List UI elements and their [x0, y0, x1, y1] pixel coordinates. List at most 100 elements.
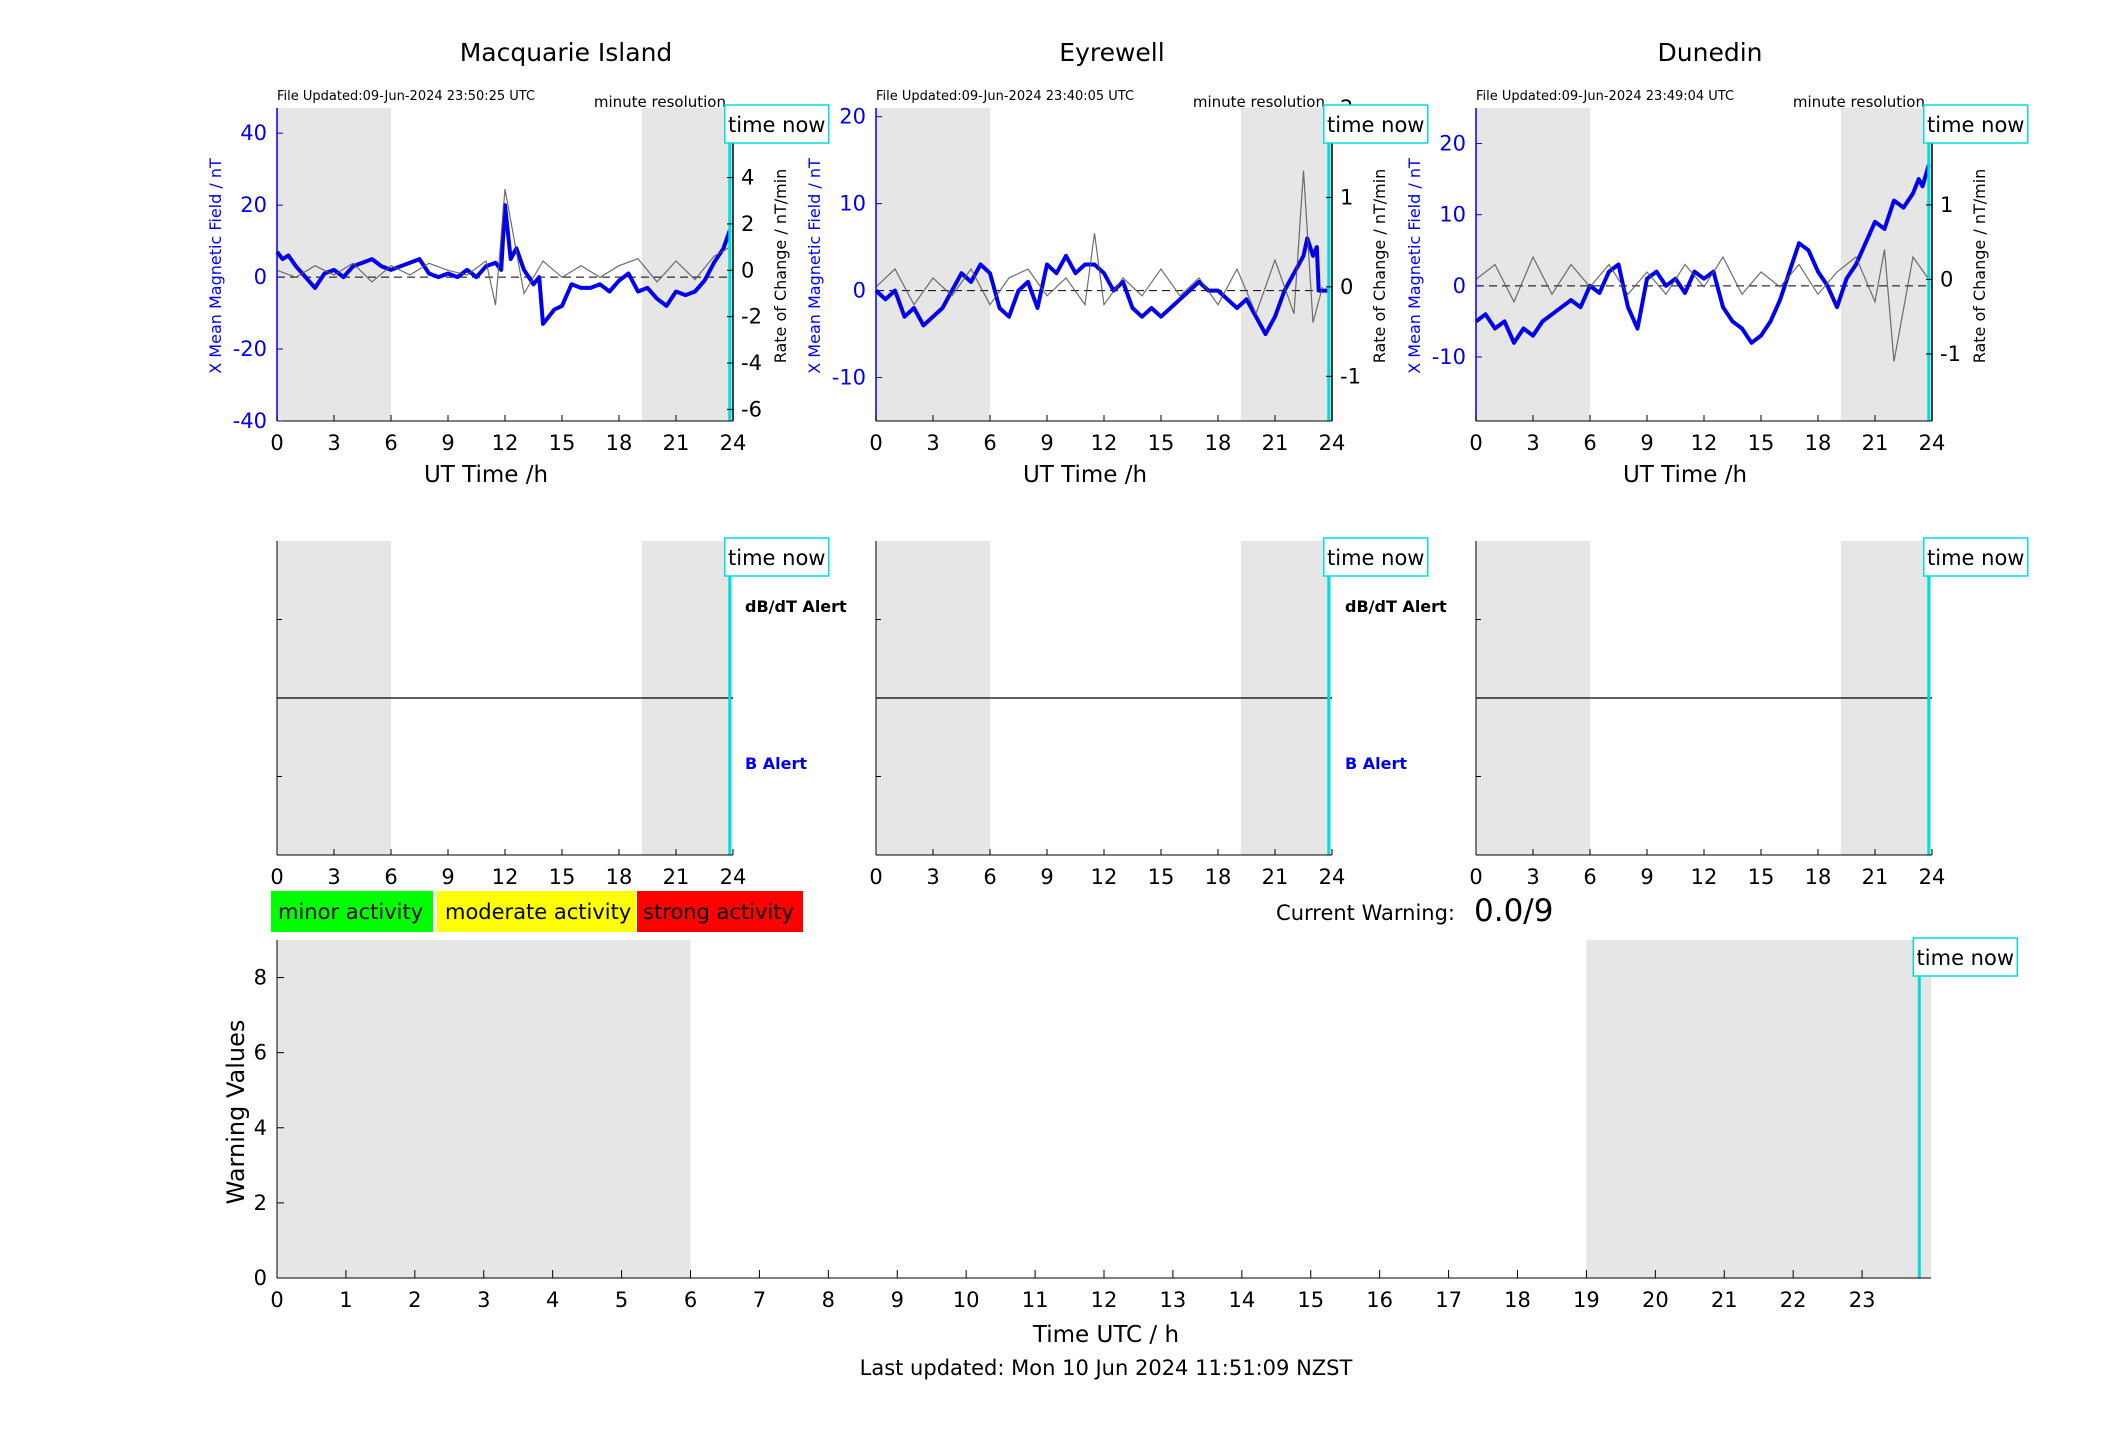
- warning-ytick-label-0: 0: [254, 1266, 267, 1290]
- alert-xtick-label-macquarie-9: 9: [441, 865, 454, 889]
- night-band-macquarie-1: [641, 108, 733, 421]
- time-now-label-macquarie: time now: [728, 113, 825, 137]
- current-warning-label: Current Warning:: [1276, 901, 1455, 925]
- time-now-tag-alert-eyrewell: [1323, 537, 1429, 577]
- left-ytick-label-dunedin-20: 20: [1439, 132, 1466, 156]
- warning-xtick-label-11: 11: [1022, 1288, 1049, 1312]
- warning-xtick-label-15: 15: [1297, 1288, 1324, 1312]
- b-alert-label-eyrewell: B Alert: [1345, 754, 1407, 773]
- warning-xtick-label-21: 21: [1711, 1288, 1738, 1312]
- left-ylabel-dunedin: X Mean Magnetic Field / nT: [1405, 158, 1424, 374]
- current-warning-value: 0.0/9: [1474, 893, 1553, 929]
- warning-xtick-label-5: 5: [615, 1288, 628, 1312]
- text-layer: Macquarie Island Eyrewell Dunedin File U…: [206, 38, 1989, 1380]
- time-now-tag-dunedin: [1923, 104, 2029, 144]
- warning-xtick-label-8: 8: [822, 1288, 835, 1312]
- dbdt-alert-label-eyrewell: dB/dT Alert: [1345, 597, 1447, 616]
- left-ytick-label-macquarie--20: -20: [233, 337, 267, 361]
- xtick-label-dunedin-12: 12: [1691, 431, 1718, 455]
- left-ytick-label-eyrewell-0: 0: [853, 279, 866, 303]
- field-series-macquarie: [275, 203, 732, 326]
- xtick-label-macquarie-21: 21: [663, 431, 690, 455]
- xtick-label-eyrewell-12: 12: [1091, 431, 1118, 455]
- alert-xtick-label-dunedin-21: 21: [1862, 865, 1889, 889]
- alert-xtick-label-eyrewell-15: 15: [1148, 865, 1175, 889]
- left-ytick-label-eyrewell--10: -10: [832, 366, 866, 390]
- rate-series-macquarie: [276, 188, 731, 306]
- right-ytick-label-dunedin-0: 0: [1940, 267, 1953, 291]
- right-ytick-label-macquarie-2: 2: [741, 212, 754, 236]
- right-ytick-label-dunedin-1: 1: [1940, 193, 1953, 217]
- time-now-tag-warning: [1912, 937, 2019, 977]
- night-band-eyrewell-0: [876, 108, 990, 421]
- time-now-label-dunedin: time now: [1927, 113, 2024, 137]
- file-updated-dunedin: File Updated:09-Jun-2024 23:49:04 UTC: [1476, 89, 1734, 104]
- time-now-tag-alert-macquarie: [724, 537, 830, 577]
- left-ytick-label-macquarie-20: 20: [240, 193, 267, 217]
- warning-xtick-label-1: 1: [339, 1288, 352, 1312]
- warning-xtick-label-9: 9: [891, 1288, 904, 1312]
- station-title-eyrewell: Eyrewell: [1059, 38, 1164, 67]
- xtick-label-eyrewell-21: 21: [1262, 431, 1289, 455]
- xtick-label-dunedin-18: 18: [1805, 431, 1832, 455]
- warning-xtick-label-4: 4: [546, 1288, 559, 1312]
- xtick-label-dunedin-21: 21: [1862, 431, 1889, 455]
- alert-xtick-label-macquarie-3: 3: [327, 865, 340, 889]
- warning-night-band-1: [1586, 940, 1931, 1278]
- left-ytick-label-macquarie-0: 0: [254, 265, 267, 289]
- resolution-label-dunedin: minute resolution: [1793, 93, 1925, 111]
- alert-xtick-label-dunedin-0: 0: [1469, 865, 1482, 889]
- file-updated-eyrewell: File Updated:09-Jun-2024 23:40:05 UTC: [876, 89, 1134, 104]
- warning-xtick-label-14: 14: [1228, 1288, 1255, 1312]
- night-shading-layer: [277, 108, 1932, 1278]
- warning-ytick-label-6: 6: [254, 1041, 267, 1065]
- axes-layer: -40-2002040-6-4-202460369121518212403691…: [233, 96, 1961, 1312]
- right-ytick-label-macquarie-0: 0: [741, 258, 754, 282]
- warning-xlabel: Time UTC / h: [1032, 1322, 1179, 1348]
- left-ytick-label-dunedin-10: 10: [1439, 203, 1466, 227]
- station-title-macquarie: Macquarie Island: [460, 38, 673, 67]
- right-ytick-label-macquarie--4: -4: [741, 351, 762, 375]
- left-ytick-label-eyrewell-10: 10: [839, 192, 866, 216]
- warning-xtick-label-6: 6: [684, 1288, 697, 1312]
- right-ylabel-dunedin: Rate of Change / nT/min: [1970, 169, 1989, 364]
- warning-xtick-label-7: 7: [753, 1288, 766, 1312]
- xtick-label-eyrewell-6: 6: [983, 431, 996, 455]
- alert-xtick-label-dunedin-15: 15: [1748, 865, 1775, 889]
- alert-xtick-label-dunedin-3: 3: [1526, 865, 1539, 889]
- warning-xtick-label-20: 20: [1642, 1288, 1669, 1312]
- alert-xtick-label-eyrewell-12: 12: [1091, 865, 1118, 889]
- xtick-label-dunedin-0: 0: [1469, 431, 1482, 455]
- resolution-label-eyrewell: minute resolution: [1193, 93, 1325, 111]
- left-ytick-label-macquarie--40: -40: [233, 409, 267, 433]
- warning-ylabel: Warning Values: [222, 1020, 250, 1205]
- xtick-label-macquarie-15: 15: [549, 431, 576, 455]
- left-ylabel-macquarie: X Mean Magnetic Field / nT: [206, 158, 225, 374]
- warning-xtick-label-18: 18: [1504, 1288, 1531, 1312]
- xtick-label-macquarie-6: 6: [384, 431, 397, 455]
- rate-series-eyrewell: [875, 170, 1324, 323]
- alert-xtick-label-dunedin-24: 24: [1919, 865, 1946, 889]
- warning-xtick-label-19: 19: [1573, 1288, 1600, 1312]
- time-now-label-warning: time now: [1917, 946, 2014, 970]
- alert-xtick-label-macquarie-0: 0: [270, 865, 283, 889]
- legend-strong-label: strong activity: [643, 900, 794, 924]
- xtick-label-macquarie-9: 9: [441, 431, 454, 455]
- legend-strong-swatch: [637, 891, 803, 932]
- alert-xtick-label-macquarie-21: 21: [663, 865, 690, 889]
- alert-xtick-label-eyrewell-24: 24: [1319, 865, 1346, 889]
- b-alert-label-macquarie: B Alert: [745, 754, 807, 773]
- left-ytick-label-eyrewell-20: 20: [839, 105, 866, 129]
- xtick-label-macquarie-12: 12: [492, 431, 519, 455]
- alert-xtick-label-dunedin-12: 12: [1691, 865, 1718, 889]
- station-title-dunedin: Dunedin: [1658, 38, 1763, 67]
- station-xlabel-dunedin: UT Time /h: [1623, 462, 1747, 488]
- time-now-tags-layer: time now time now time now time now time now…: [724, 104, 2029, 977]
- xtick-label-dunedin-3: 3: [1526, 431, 1539, 455]
- warning-xtick-label-10: 10: [953, 1288, 980, 1312]
- time-now-tag-macquarie: [724, 104, 830, 144]
- time-now-label-alert-macquarie: time now: [728, 546, 825, 570]
- warning-xtick-label-0: 0: [270, 1288, 283, 1312]
- right-ytick-label-macquarie--2: -2: [741, 305, 762, 329]
- alert-xtick-label-macquarie-18: 18: [606, 865, 633, 889]
